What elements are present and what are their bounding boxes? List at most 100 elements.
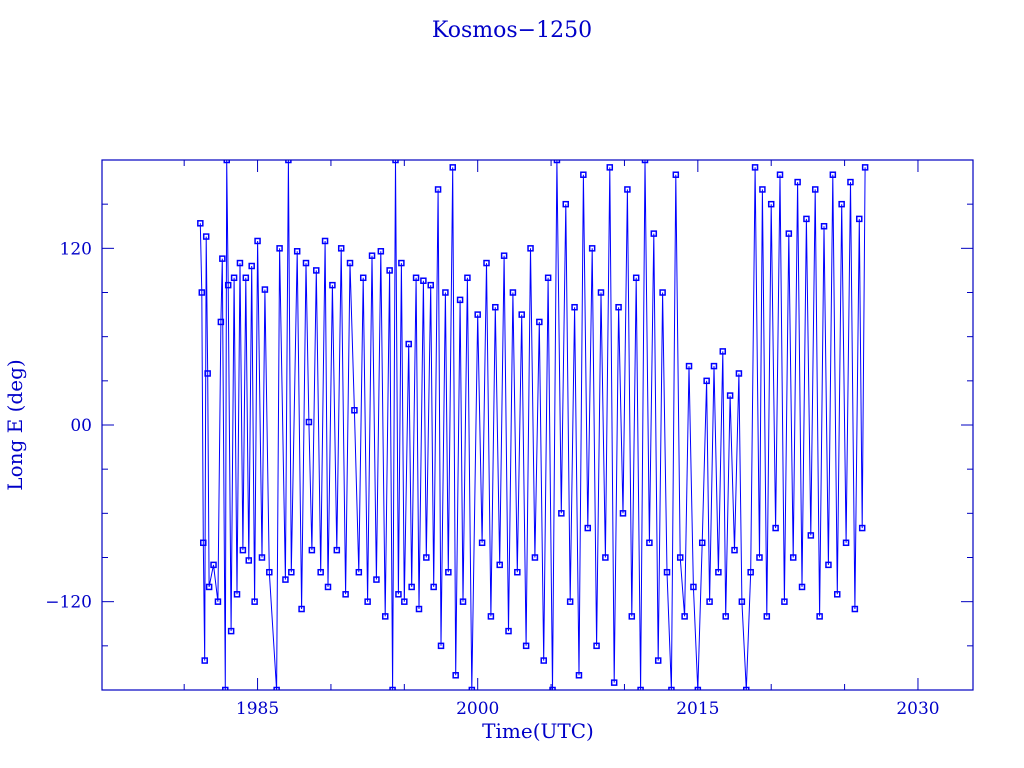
data-point [377, 248, 385, 255]
data-point [408, 583, 415, 591]
data-point [445, 568, 452, 576]
x-tick-label: 2030 [896, 699, 939, 719]
data-point [549, 686, 556, 690]
data-point [324, 583, 332, 591]
data-point [456, 296, 464, 304]
data-point [412, 274, 420, 282]
data-point [820, 223, 828, 230]
data-point [672, 171, 680, 178]
data-point [659, 289, 666, 296]
data-point [202, 233, 210, 240]
data-point [553, 160, 561, 164]
data-point [317, 568, 324, 576]
data-point [615, 303, 622, 311]
data-point [610, 679, 618, 686]
data-point [663, 568, 671, 576]
data-point [223, 160, 230, 164]
data-point [242, 274, 250, 282]
data-point [430, 583, 437, 591]
data-point [227, 627, 235, 635]
data-point [834, 591, 841, 598]
data-point [858, 524, 866, 532]
data-point [698, 539, 706, 547]
y-tick-label: −120 [45, 593, 92, 613]
data-point [624, 186, 631, 193]
data-point [329, 281, 336, 289]
data-point [276, 245, 283, 252]
data-point [597, 289, 605, 296]
data-point [606, 164, 614, 171]
data-point [558, 510, 565, 517]
data-point [710, 362, 718, 370]
data-point [239, 546, 247, 554]
data-point [368, 252, 376, 259]
data-point [198, 289, 206, 296]
data-point [395, 591, 402, 598]
data-point [233, 591, 241, 598]
data-point [261, 286, 269, 293]
data-point [668, 686, 675, 690]
data-point [726, 392, 734, 399]
data-point [248, 262, 255, 270]
data-point [452, 672, 459, 679]
data-point [685, 362, 693, 370]
data-point [496, 561, 503, 569]
data-point [266, 568, 273, 576]
x-axis-label: Time(UTC) [482, 719, 594, 743]
data-point [842, 539, 850, 547]
data-point [197, 220, 204, 227]
data-point [641, 160, 649, 164]
data-point [285, 160, 292, 164]
y-tick-label: 00 [70, 416, 92, 436]
data-point [337, 245, 345, 252]
data-point [536, 318, 543, 326]
data-point [803, 215, 810, 223]
x-tick-label: 2015 [676, 699, 719, 719]
data-point [751, 164, 759, 171]
data-point [427, 281, 434, 289]
data-point [540, 657, 547, 664]
data-point [478, 539, 486, 547]
data-point [224, 281, 232, 289]
data-point [829, 171, 837, 178]
data-point [588, 245, 596, 252]
data-point [722, 613, 729, 620]
data-point [483, 259, 490, 267]
x-tick-label: 2000 [456, 699, 499, 719]
data-point [437, 642, 445, 650]
data-point [735, 370, 743, 377]
data-point [487, 613, 495, 620]
data-point [794, 178, 801, 186]
data-point [637, 686, 644, 690]
data-point [789, 554, 797, 561]
data-point [308, 546, 316, 554]
data-point [619, 510, 627, 517]
data-point [738, 598, 746, 605]
data-point [785, 230, 793, 237]
data-point [415, 605, 423, 613]
plot-frame [101, 159, 974, 691]
data-point [838, 200, 845, 208]
data-point [694, 686, 702, 690]
data-point [628, 613, 636, 620]
data-point [273, 686, 280, 690]
data-point [743, 686, 750, 690]
data-point [364, 598, 371, 605]
data-point [293, 248, 301, 255]
data-point [731, 546, 738, 554]
data-point [531, 554, 539, 561]
data-point [681, 613, 688, 620]
data-point [298, 605, 305, 613]
data-point [305, 418, 313, 426]
data-point [254, 237, 261, 245]
data-point [518, 311, 525, 318]
data-point [505, 627, 512, 635]
data-point [763, 613, 771, 620]
data-point [333, 546, 341, 554]
data-point [509, 289, 517, 296]
data-point [575, 672, 583, 679]
data-point [398, 259, 405, 267]
data-point [706, 598, 713, 605]
data-point [251, 598, 258, 605]
